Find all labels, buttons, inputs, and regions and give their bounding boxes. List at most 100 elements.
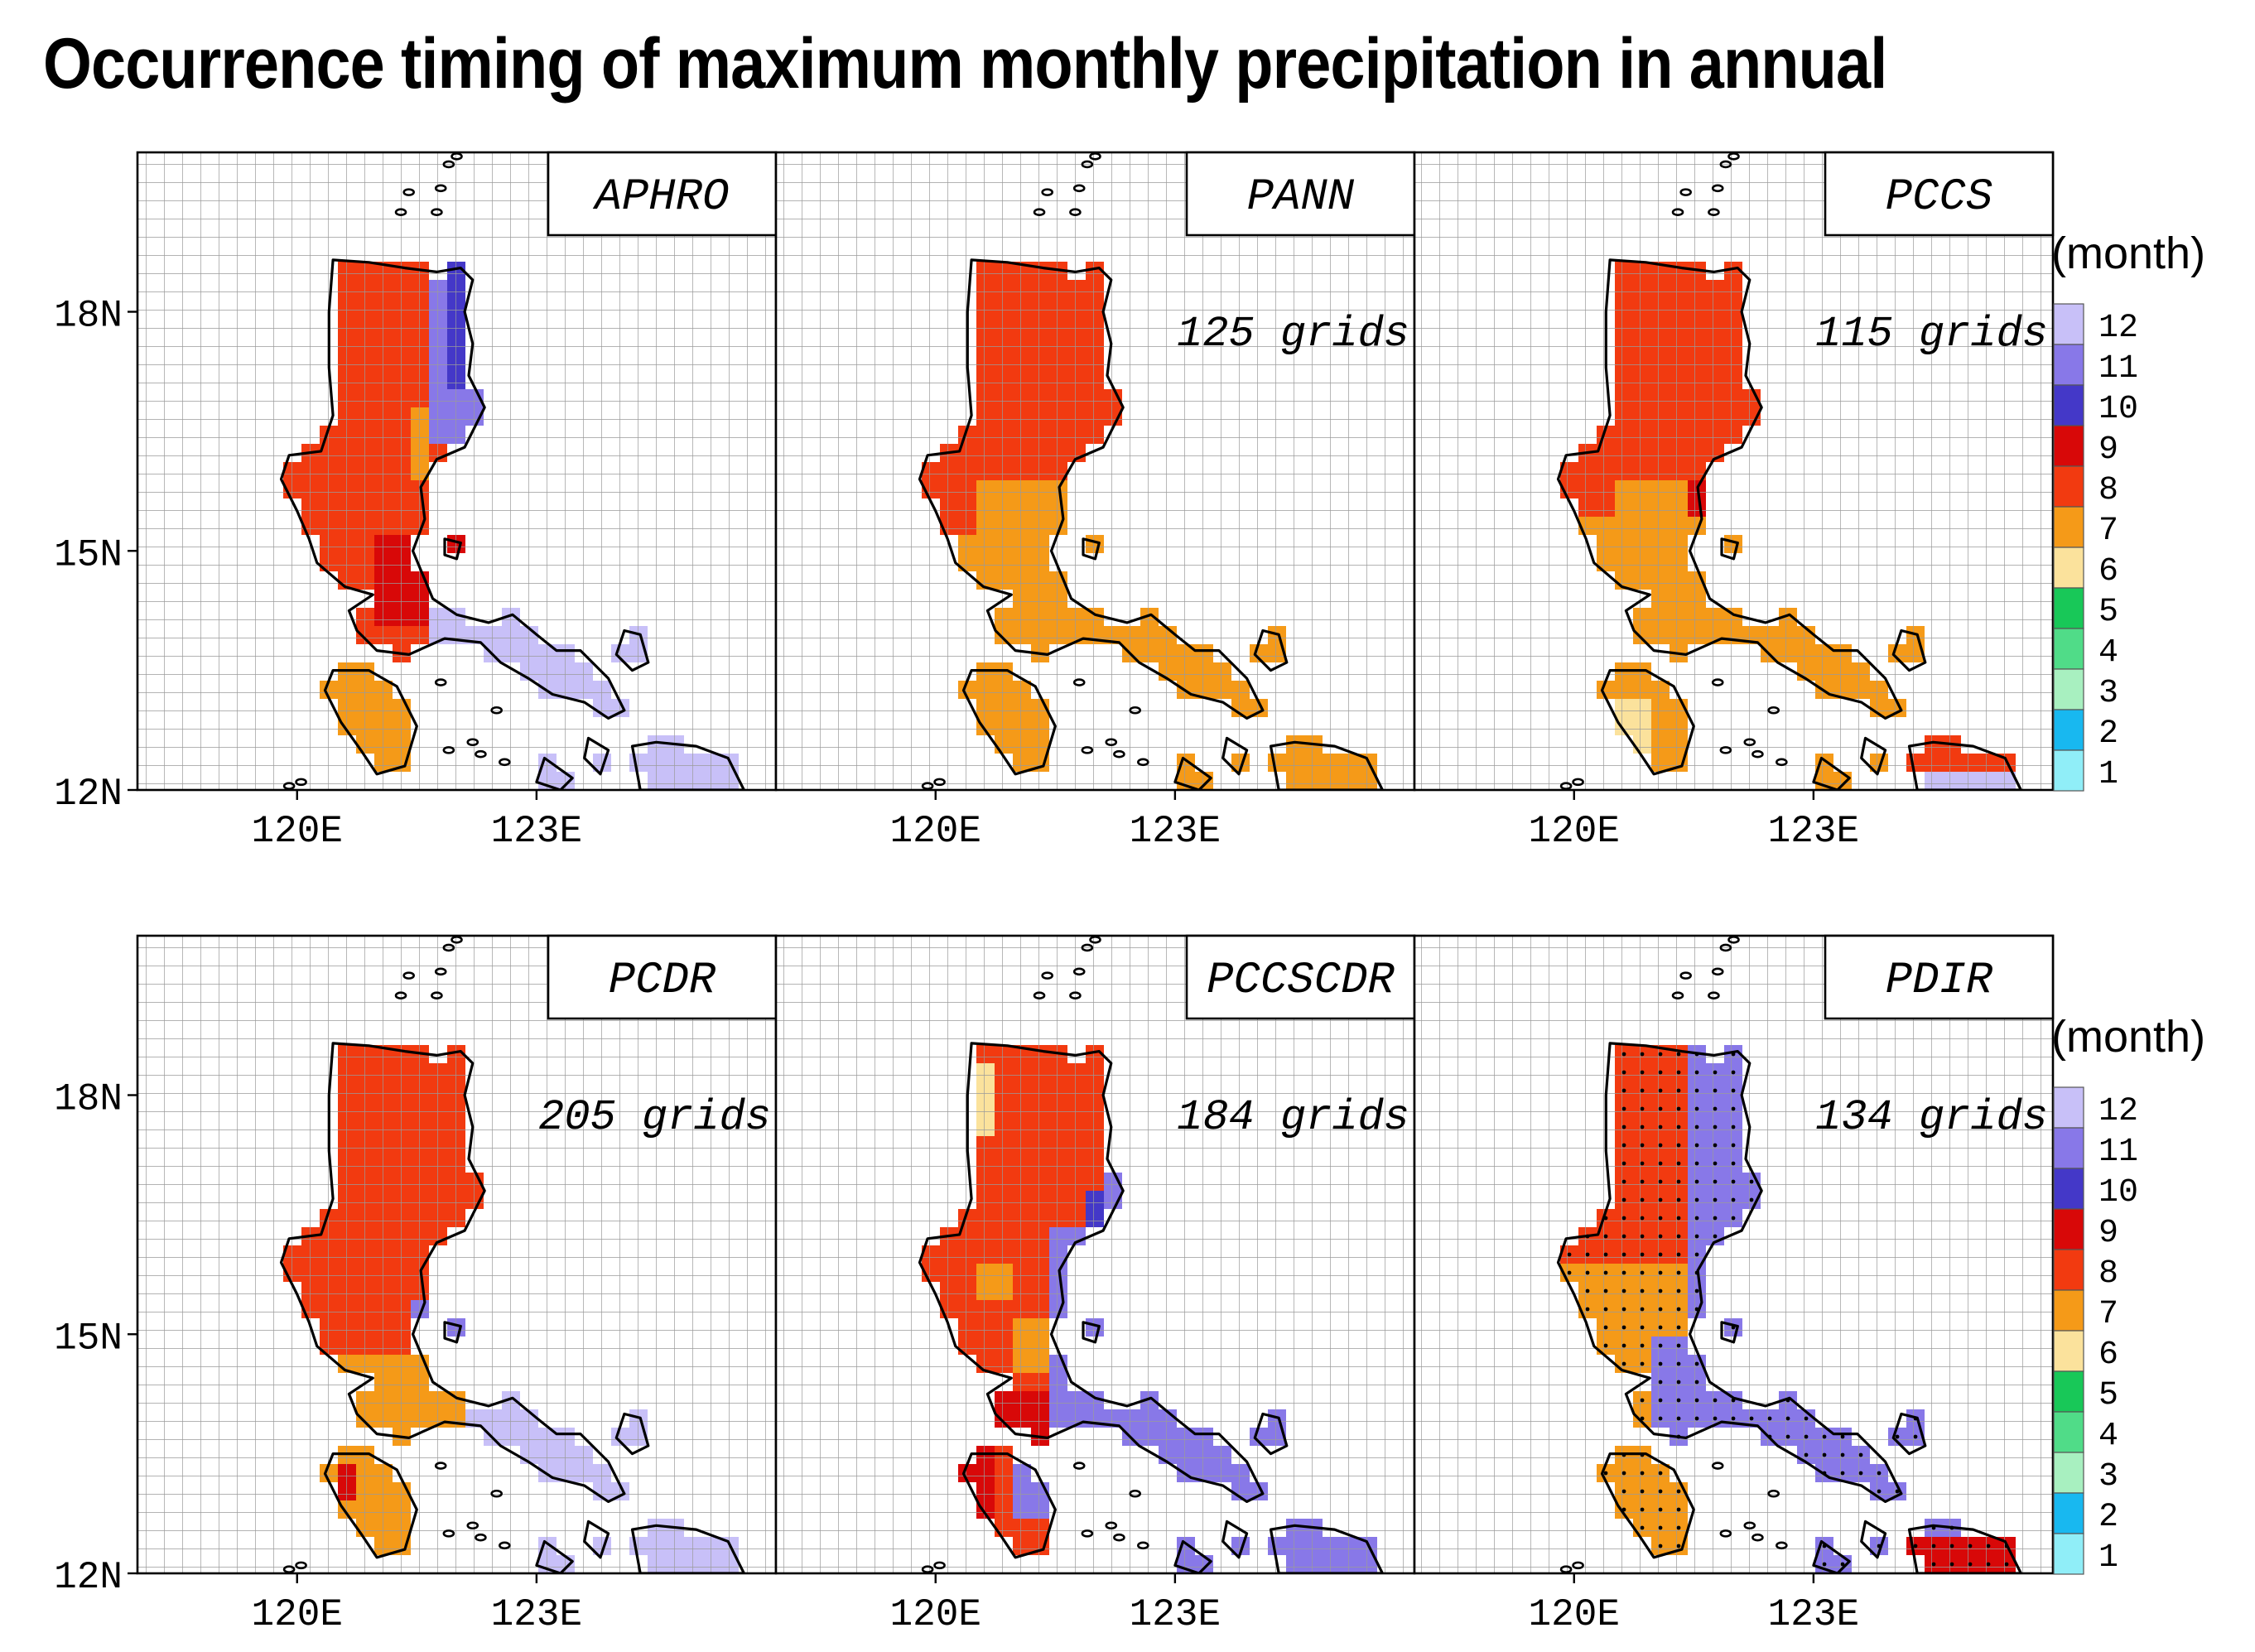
- islet: [1033, 991, 1046, 999]
- islet: [1725, 126, 1735, 132]
- axis-labels: 120E 123E: [890, 1573, 1221, 1636]
- map-panel-aphro: APHRO 18N 15N 12N 120E 123E: [54, 126, 778, 853]
- islet: [1041, 971, 1053, 980]
- islet: [434, 1462, 447, 1470]
- legend-label-10: 10: [2098, 1174, 2138, 1211]
- legend-label-2: 2: [2098, 715, 2118, 753]
- islet: [1069, 991, 1082, 999]
- xtick-label: 120E: [252, 810, 343, 853]
- islet: [1137, 758, 1149, 767]
- legend-swatch-7: [2053, 506, 2084, 548]
- panel-label-box: [1185, 934, 1416, 1020]
- legend-label-9: 9: [2098, 431, 2118, 469]
- legend-swatch-6: [2053, 1330, 2084, 1372]
- ytick-label: 12N: [54, 773, 123, 816]
- islet: [490, 706, 503, 715]
- panel-name-aphro: APHRO: [592, 172, 729, 223]
- legend-label-10: 10: [2098, 391, 2138, 428]
- axis-labels: 120E 123E: [1529, 1573, 1859, 1636]
- legend-label-3: 3: [2098, 675, 2118, 712]
- legend-label-11: 11: [2098, 1134, 2138, 1171]
- islet: [402, 971, 415, 980]
- legend-swatch-2: [2053, 709, 2084, 751]
- legend-swatch-12: [2053, 303, 2084, 345]
- islet: [921, 782, 934, 790]
- islet: [475, 1533, 487, 1542]
- figure-title: Occurrence timing of maximum monthly pre…: [43, 24, 1887, 104]
- islet: [1041, 188, 1053, 196]
- legend-label-8: 8: [2098, 1255, 2118, 1293]
- islet: [1087, 909, 1096, 915]
- islet: [1559, 1565, 1573, 1573]
- islet: [933, 778, 946, 787]
- grid-count-pdir: 134 grids: [1815, 1093, 2048, 1142]
- legend-label-2: 2: [2098, 1499, 2118, 1536]
- axis-labels: 120E 123E: [1529, 790, 1859, 853]
- panel-frame: [1413, 934, 2055, 1575]
- islet: [1679, 971, 1692, 980]
- xtick-label: 123E: [1130, 810, 1221, 853]
- islet: [1711, 1462, 1724, 1470]
- islet: [499, 758, 511, 767]
- islet: [1072, 184, 1086, 193]
- islet: [1743, 738, 1756, 747]
- legend-label-6: 6: [2098, 1337, 2118, 1374]
- coastline: [279, 126, 745, 790]
- panel-label-box: [1824, 934, 2055, 1020]
- legend-swatch-1: [2053, 1533, 2084, 1575]
- islet: [1081, 1529, 1094, 1538]
- islet: [466, 738, 479, 747]
- islet: [1719, 1529, 1732, 1538]
- panel-label-box: [1824, 151, 2055, 237]
- islet: [1105, 738, 1118, 747]
- legend-label-7: 7: [2098, 1296, 2118, 1333]
- islet: [1072, 678, 1086, 686]
- islet: [1129, 706, 1141, 715]
- islet: [921, 1565, 934, 1573]
- panel-name-pccscdr: PCCSCDR: [1207, 956, 1395, 1006]
- legend-label-5: 5: [2098, 594, 2118, 631]
- legend-label-1: 1: [2098, 1539, 2118, 1577]
- xtick-label: 123E: [1768, 810, 1859, 853]
- legend-swatch-7: [2053, 1289, 2084, 1332]
- xtick-label: 120E: [1529, 810, 1620, 853]
- legend-label-7: 7: [2098, 513, 2118, 550]
- islet: [431, 991, 443, 999]
- grid-count-pccscdr: 184 grids: [1177, 1093, 1409, 1142]
- islet: [1105, 1521, 1118, 1530]
- panel-name-pann: PANN: [1247, 172, 1355, 223]
- islet: [448, 126, 458, 132]
- islet: [282, 1565, 296, 1573]
- islet: [499, 1541, 511, 1550]
- legend-swatch-3: [2053, 1452, 2084, 1494]
- ytick-label: 18N: [54, 295, 123, 338]
- islet: [451, 936, 463, 944]
- islet: [448, 909, 458, 915]
- legend-label-4: 4: [2098, 1418, 2118, 1455]
- legend-swatch-6: [2053, 547, 2084, 589]
- legend-label-5: 5: [2098, 1377, 2118, 1414]
- map-panel-pann: PANN 125 grids 120E 123E: [774, 126, 1416, 853]
- xtick-label: 120E: [890, 810, 981, 853]
- panel-label-box: [547, 934, 778, 1020]
- coastline: [918, 126, 1384, 790]
- map-panel-pccscdr: PCCSCDR 184 grids 120E 123E: [774, 909, 1416, 1636]
- islet: [1087, 126, 1096, 132]
- legend-swatch-1: [2053, 749, 2084, 792]
- xtick-label: 120E: [890, 1593, 981, 1636]
- legend-label-1: 1: [2098, 756, 2118, 793]
- islet: [1081, 746, 1094, 754]
- legend-swatch-9: [2053, 1208, 2084, 1250]
- ytick-label: 15N: [54, 533, 123, 576]
- islet: [1767, 1489, 1780, 1498]
- islet: [1719, 746, 1732, 754]
- islet: [1671, 208, 1684, 216]
- legend-swatch-10: [2053, 1168, 2084, 1210]
- legend-label-8: 8: [2098, 472, 2118, 509]
- islet: [1081, 943, 1094, 952]
- ytick-label: 18N: [54, 1078, 123, 1121]
- xtick-label: 123E: [1130, 1593, 1221, 1636]
- islet: [1708, 208, 1720, 216]
